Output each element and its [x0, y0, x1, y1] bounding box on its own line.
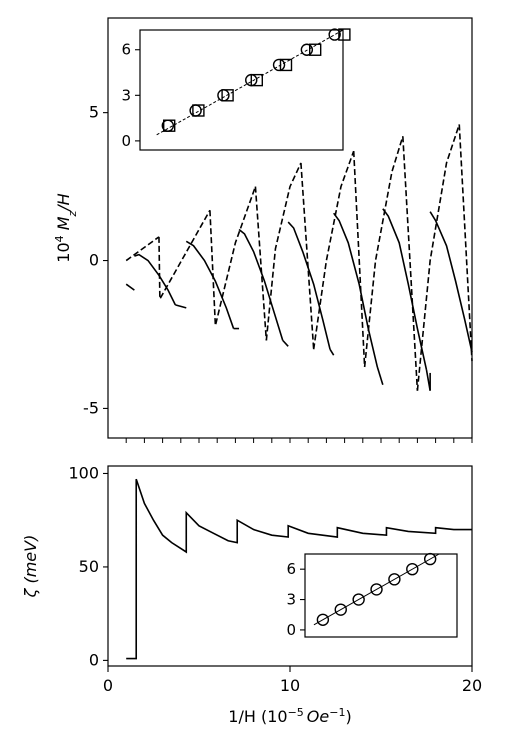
top-y-axis-ticks: 5 0 -5 — [83, 103, 108, 417]
y-tick-label: 3 — [286, 591, 296, 609]
x-tick-label: 20 — [462, 676, 482, 695]
dashed-series-line — [352, 151, 366, 368]
y-tick-label: 6 — [121, 41, 131, 59]
bottom-inset: 6 3 0 — [286, 552, 458, 639]
y-tick-label: 3 — [121, 86, 131, 104]
dashed-series-line — [402, 136, 419, 391]
solid-series-line — [382, 208, 428, 371]
inset-circle-marker — [406, 562, 419, 576]
y-tick-label: 5 — [89, 103, 99, 122]
dashed-series-line — [312, 150, 355, 350]
y-tick-label: -5 — [83, 398, 99, 417]
dashed-series-line — [254, 186, 268, 341]
top-inset-series-group — [156, 28, 351, 136]
dashed-series-line — [158, 209, 211, 302]
y-tick-label: 0 — [89, 650, 99, 669]
inset-circle-marker — [352, 593, 365, 606]
y-tick-label: 0 — [121, 132, 131, 150]
bottom-inset-y-axis-ticks: 6 3 0 — [286, 560, 305, 639]
y-tick-label: 0 — [286, 621, 296, 639]
top-panel: 5 0 -5 104 Mz/H — [53, 17, 473, 443]
solid-series-line — [238, 228, 284, 341]
bottom-series-group — [126, 478, 472, 660]
dashed-series-line — [209, 186, 257, 326]
x-axis-label: 1/H (10−5 Oe−1) — [228, 706, 351, 727]
y-tick-label: 6 — [286, 560, 296, 578]
inset-circle-marker — [300, 43, 314, 56]
solid-series-line — [333, 212, 379, 368]
inset-square-marker — [338, 28, 351, 41]
inset-square-marker — [192, 104, 205, 117]
dashed-series-line — [363, 136, 404, 368]
top-inset-y-axis-ticks: 6 3 0 — [121, 41, 140, 150]
x-tick-label: 10 — [280, 676, 300, 695]
top-series-group — [125, 124, 473, 391]
inset-square-marker — [162, 119, 176, 132]
solid-series-line — [287, 221, 331, 350]
solid-series-line — [429, 211, 473, 353]
solid-series-line — [125, 283, 135, 291]
y-tick-label: 50 — [79, 557, 99, 576]
inset-circle-marker — [328, 28, 341, 41]
inset-circle-marker — [423, 552, 437, 566]
solid-series-line — [134, 253, 177, 306]
bottom-y-axis-ticks: 100 50 0 — [68, 463, 108, 669]
inset-circle-marker — [370, 583, 383, 596]
dashed-series-line — [300, 162, 315, 350]
inset-square-marker — [308, 43, 322, 56]
y-tick-label: 100 — [68, 463, 99, 482]
bottom-panel: 100 50 0 0 10 20 ζ (meV) 1/H (10−5 Oe−1) — [21, 463, 482, 726]
inset-circle-marker — [272, 58, 286, 72]
inset-square-marker — [279, 58, 293, 72]
top-y-axis-label: 104 Mz/H — [53, 193, 79, 262]
dashed-series-line — [125, 236, 160, 262]
bottom-inset-frame — [304, 553, 458, 638]
inset-fit-line — [313, 553, 440, 626]
top-inset: 6 3 0 — [121, 28, 351, 151]
dashed-series-line — [416, 124, 461, 391]
inset-circle-marker — [316, 613, 330, 626]
y-tick-label: 0 — [89, 251, 99, 270]
bottom-x-axis-ticks: 0 10 20 — [103, 666, 482, 695]
solid-series-line — [282, 339, 289, 347]
inset-square-marker — [221, 89, 234, 102]
inset-fit-line — [156, 29, 344, 136]
inset-circle-marker — [334, 603, 347, 616]
chemical-potential-line — [126, 478, 472, 660]
solid-series-line — [376, 366, 384, 385]
solid-series-line — [175, 304, 187, 309]
bottom-inset-series-group — [313, 552, 440, 626]
x-tick-label: 0 — [103, 676, 113, 695]
solid-series-line — [185, 240, 235, 329]
dashed-series-line — [265, 162, 302, 341]
inset-circle-marker — [388, 573, 401, 586]
dashed-series-line — [458, 124, 473, 362]
inset-square-marker — [250, 73, 263, 87]
solid-series-line — [329, 348, 335, 356]
bottom-y-axis-label: ζ (meV) — [21, 535, 40, 599]
top-x-axis-minor-ticks — [125, 438, 473, 443]
